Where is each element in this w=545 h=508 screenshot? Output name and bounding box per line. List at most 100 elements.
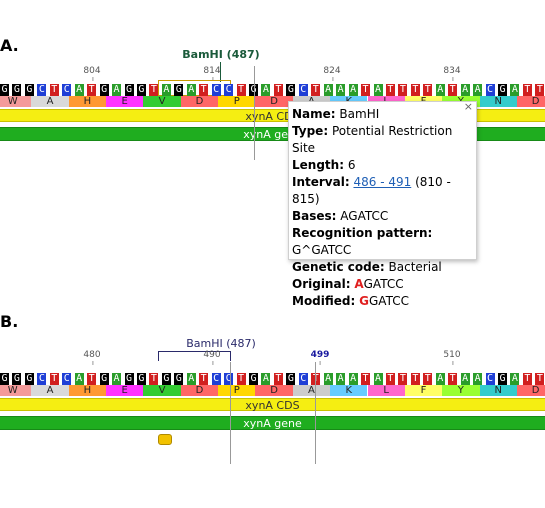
close-icon[interactable]: × xyxy=(463,100,473,113)
feature-marker[interactable] xyxy=(158,434,172,445)
nucleotide[interactable]: G xyxy=(161,373,171,385)
nucleotide[interactable]: C xyxy=(62,373,72,385)
nucleotide[interactable]: G xyxy=(99,373,109,385)
nucleotide[interactable]: T xyxy=(398,373,408,385)
nucleotide[interactable]: G xyxy=(24,84,34,96)
nucleotide[interactable]: G xyxy=(286,373,296,385)
nucleotide[interactable]: C xyxy=(298,84,308,96)
nucleotide[interactable]: T xyxy=(236,373,246,385)
nucleotide[interactable]: C xyxy=(37,84,47,96)
nucleotide[interactable]: T xyxy=(535,84,545,96)
nucleotide[interactable]: T xyxy=(535,373,545,385)
nucleotide[interactable]: A xyxy=(435,373,445,385)
nucleotide[interactable]: T xyxy=(522,84,532,96)
nucleotide[interactable]: T xyxy=(410,373,420,385)
nucleotide[interactable]: G xyxy=(249,84,258,96)
nucleotide[interactable]: C xyxy=(211,84,221,96)
nucleotide[interactable]: T xyxy=(448,84,458,96)
nucleotide[interactable]: A xyxy=(348,84,358,96)
nucleotide[interactable]: G xyxy=(249,373,258,385)
nucleotide[interactable]: A xyxy=(348,373,358,385)
enzyme-label-a[interactable]: BamHI (487) xyxy=(182,48,260,61)
nucleotide[interactable]: A xyxy=(435,84,445,96)
nucleotide[interactable]: T xyxy=(149,84,159,96)
nucleotide[interactable]: A xyxy=(373,373,383,385)
nucleotide[interactable]: C xyxy=(485,84,495,96)
nucleotide[interactable]: A xyxy=(460,373,470,385)
nucleotide[interactable]: T xyxy=(522,373,532,385)
nucleotide[interactable]: A xyxy=(510,373,520,385)
nucleotide[interactable]: A xyxy=(74,373,84,385)
nucleotide[interactable]: C xyxy=(211,373,221,385)
nucleotide[interactable]: G xyxy=(136,373,146,385)
nucleotide[interactable]: T xyxy=(199,373,209,385)
nucleotide[interactable]: A xyxy=(336,373,346,385)
nucleotide[interactable]: T xyxy=(385,84,395,96)
nucleotide[interactable]: T xyxy=(385,373,395,385)
nucleotide[interactable]: A xyxy=(323,373,333,385)
nucleotide[interactable]: T xyxy=(87,84,97,96)
nucleotide[interactable]: T xyxy=(361,373,371,385)
gene-feature-b[interactable]: xynA gene xyxy=(0,416,545,430)
nucleotide[interactable]: G xyxy=(498,84,507,96)
nucleotide[interactable]: T xyxy=(410,84,420,96)
nucleotide[interactable]: A xyxy=(323,84,333,96)
nucleotide[interactable]: A xyxy=(460,84,470,96)
nucleotide[interactable]: T xyxy=(423,84,433,96)
nucleotide[interactable]: A xyxy=(161,84,171,96)
nucleotide[interactable]: G xyxy=(0,373,9,385)
nucleotide[interactable]: G xyxy=(174,84,184,96)
nucleotide[interactable]: T xyxy=(236,84,246,96)
nucleotide[interactable]: A xyxy=(186,373,196,385)
nucleotide[interactable]: C xyxy=(485,373,495,385)
nucleotide[interactable]: T xyxy=(273,84,283,96)
nucleotide[interactable]: C xyxy=(224,84,234,96)
nucleotide[interactable]: G xyxy=(99,84,109,96)
nucleotide[interactable]: T xyxy=(87,373,97,385)
nucleotide[interactable]: G xyxy=(124,84,134,96)
nucleotide[interactable]: C xyxy=(224,373,234,385)
nucleotide[interactable]: G xyxy=(12,373,22,385)
nucleotide[interactable]: T xyxy=(273,373,283,385)
amino-acid: P xyxy=(218,96,256,107)
nucleotide[interactable]: T xyxy=(49,373,59,385)
amino-acid: L xyxy=(367,385,405,396)
nucleotide[interactable]: G xyxy=(124,373,134,385)
nucleotide[interactable]: G xyxy=(286,84,296,96)
nucleotide[interactable]: A xyxy=(373,84,383,96)
nucleotide[interactable]: A xyxy=(74,84,84,96)
amino-acid: E xyxy=(106,385,144,396)
nucleotide[interactable]: C xyxy=(62,84,72,96)
nucleotide[interactable]: T xyxy=(361,84,371,96)
cds-feature-b[interactable]: xynA CDS xyxy=(0,398,545,412)
nucleotide[interactable]: G xyxy=(0,84,9,96)
enzyme-label-b[interactable]: BamHI (487) xyxy=(186,337,256,350)
nucleotide[interactable]: C xyxy=(37,373,47,385)
nucleotide[interactable]: T xyxy=(448,373,458,385)
nucleotide[interactable]: A xyxy=(261,84,271,96)
nucleotide[interactable]: A xyxy=(186,84,196,96)
nucleotide[interactable]: G xyxy=(12,84,22,96)
nucleotide[interactable]: A xyxy=(112,84,122,96)
nucleotide[interactable]: A xyxy=(261,373,271,385)
nucleotide[interactable]: T xyxy=(423,373,433,385)
nucleotide[interactable]: A xyxy=(112,373,122,385)
nucleotide[interactable]: G xyxy=(24,373,34,385)
tooltip-recognition: Recognition pattern: G^GATCC xyxy=(292,226,433,257)
nucleotide[interactable]: T xyxy=(398,84,408,96)
nucleotide[interactable]: C xyxy=(298,373,308,385)
sequence-row-b[interactable]: GGGCTCATGAGGTGGATCCTGATGCTAAATATTTTATAAC… xyxy=(0,373,545,385)
interval-link[interactable]: 486 - 491 xyxy=(353,175,412,189)
sequence-row-a[interactable]: GGGCTCATGAGGTAGATCCTGATGCTAAATATTTTATAAC… xyxy=(0,84,545,96)
nucleotide[interactable]: T xyxy=(49,84,59,96)
nucleotide[interactable]: G xyxy=(498,373,507,385)
nucleotide[interactable]: T xyxy=(311,84,321,96)
nucleotide[interactable]: G xyxy=(174,373,184,385)
nucleotide[interactable]: G xyxy=(136,84,146,96)
nucleotide[interactable]: T xyxy=(149,373,159,385)
nucleotide[interactable]: A xyxy=(473,373,483,385)
nucleotide[interactable]: T xyxy=(199,84,209,96)
nucleotide[interactable]: A xyxy=(473,84,483,96)
nucleotide[interactable]: A xyxy=(510,84,520,96)
nucleotide[interactable]: A xyxy=(336,84,346,96)
